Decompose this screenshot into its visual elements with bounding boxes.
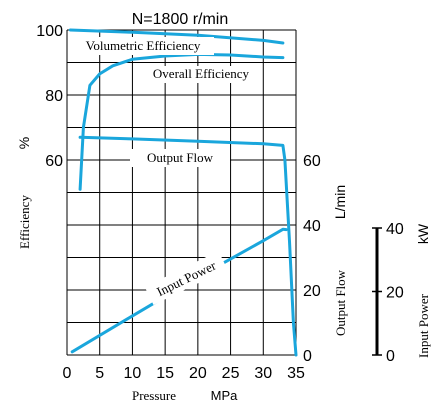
output-flow-curve xyxy=(78,135,298,357)
x-tick-label: 0 xyxy=(63,365,72,382)
overall-efficiency-curve xyxy=(78,52,285,191)
flow-axis-ticks: 0 20 40 60 xyxy=(303,153,321,365)
x-axis-label: Pressure xyxy=(132,388,176,403)
flow-tick-label: 60 xyxy=(303,153,321,170)
x-tick-label: 5 xyxy=(95,365,104,382)
efficiency-tick-label: 60 xyxy=(45,153,63,170)
x-tick-label: 25 xyxy=(222,365,240,382)
x-tick-label: 35 xyxy=(287,365,305,382)
chart-title: N=1800 r/min xyxy=(132,11,229,28)
x-axis-ticks: 0 5 10 15 20 25 30 35 xyxy=(63,365,305,382)
volumetric-efficiency-label-bg xyxy=(72,37,214,55)
input-power-label-bg xyxy=(144,251,228,305)
flow-tick-label: 20 xyxy=(303,283,321,300)
power-tick-label: 20 xyxy=(386,285,404,302)
efficiency-axis-ticks: 60 80 100 xyxy=(36,23,63,170)
flow-tick-label: 40 xyxy=(303,218,321,235)
input-power-curve xyxy=(70,227,288,354)
x-tick-label: 15 xyxy=(156,365,174,382)
output-flow-series-label: Output Flow xyxy=(147,150,214,165)
x-tick-label: 30 xyxy=(254,365,272,382)
efficiency-tick-label: 80 xyxy=(45,88,63,105)
volumetric-efficiency-curve xyxy=(68,28,285,45)
x-tick-label: 10 xyxy=(124,365,142,382)
output-flow-label-bg xyxy=(130,149,230,167)
chart-curves xyxy=(68,28,298,357)
power-tick-label: 0 xyxy=(386,348,395,365)
x-axis-unit: MPa xyxy=(211,388,239,403)
flow-tick-label: 0 xyxy=(303,348,312,365)
overall-efficiency-series-label: Overall Efficiency xyxy=(153,66,250,81)
efficiency-axis-label: Efficiency xyxy=(17,195,32,249)
power-axis-unit: kW xyxy=(415,223,431,244)
efficiency-tick-label: 100 xyxy=(36,23,63,40)
efficiency-axis-unit: % xyxy=(16,137,32,149)
flow-axis-label: Output Flow xyxy=(333,269,348,336)
power-axis-label: Input Power xyxy=(416,293,431,358)
flow-axis-unit: L/min xyxy=(332,185,348,219)
volumetric-efficiency-series-label: Volumetric Efficiency xyxy=(86,38,201,53)
power-tick-label: 40 xyxy=(386,221,404,238)
power-axis: 0 20 40 xyxy=(372,221,404,365)
overall-efficiency-label-bg xyxy=(142,66,260,83)
x-tick-label: 20 xyxy=(189,365,207,382)
